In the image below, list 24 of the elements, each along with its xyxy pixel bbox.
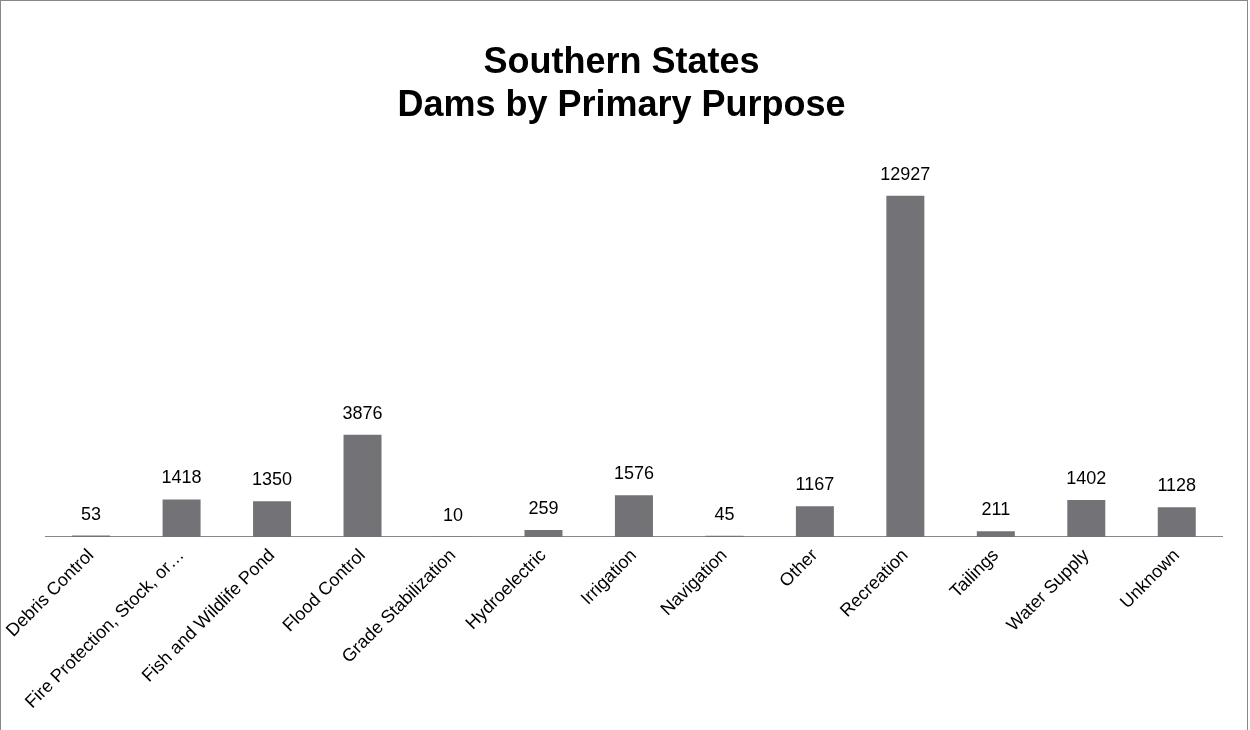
data-label: 1402 <box>1066 467 1107 488</box>
bar <box>614 495 653 537</box>
bar <box>1157 507 1196 537</box>
data-label: 1167 <box>795 474 835 495</box>
bar <box>886 195 925 537</box>
chart-title: Southern States Dams by Primary Purpose <box>397 39 846 124</box>
data-label: 1128 <box>1157 475 1197 496</box>
data-label: 3876 <box>342 402 383 423</box>
data-label: 1576 <box>613 463 654 484</box>
bar <box>524 530 563 537</box>
bar <box>795 506 834 537</box>
data-label: 10 <box>442 504 464 525</box>
bar <box>253 501 292 537</box>
bar <box>343 434 382 537</box>
data-label: 53 <box>81 503 102 524</box>
data-label: 12927 <box>880 163 931 184</box>
data-label: 45 <box>714 503 735 524</box>
data-label: 259 <box>528 498 559 519</box>
data-label: 211 <box>981 499 1011 520</box>
bar <box>976 531 1015 537</box>
bar <box>162 499 201 537</box>
data-label: 1418 <box>161 467 202 488</box>
data-label: 1350 <box>252 469 293 490</box>
bar <box>1067 499 1106 537</box>
